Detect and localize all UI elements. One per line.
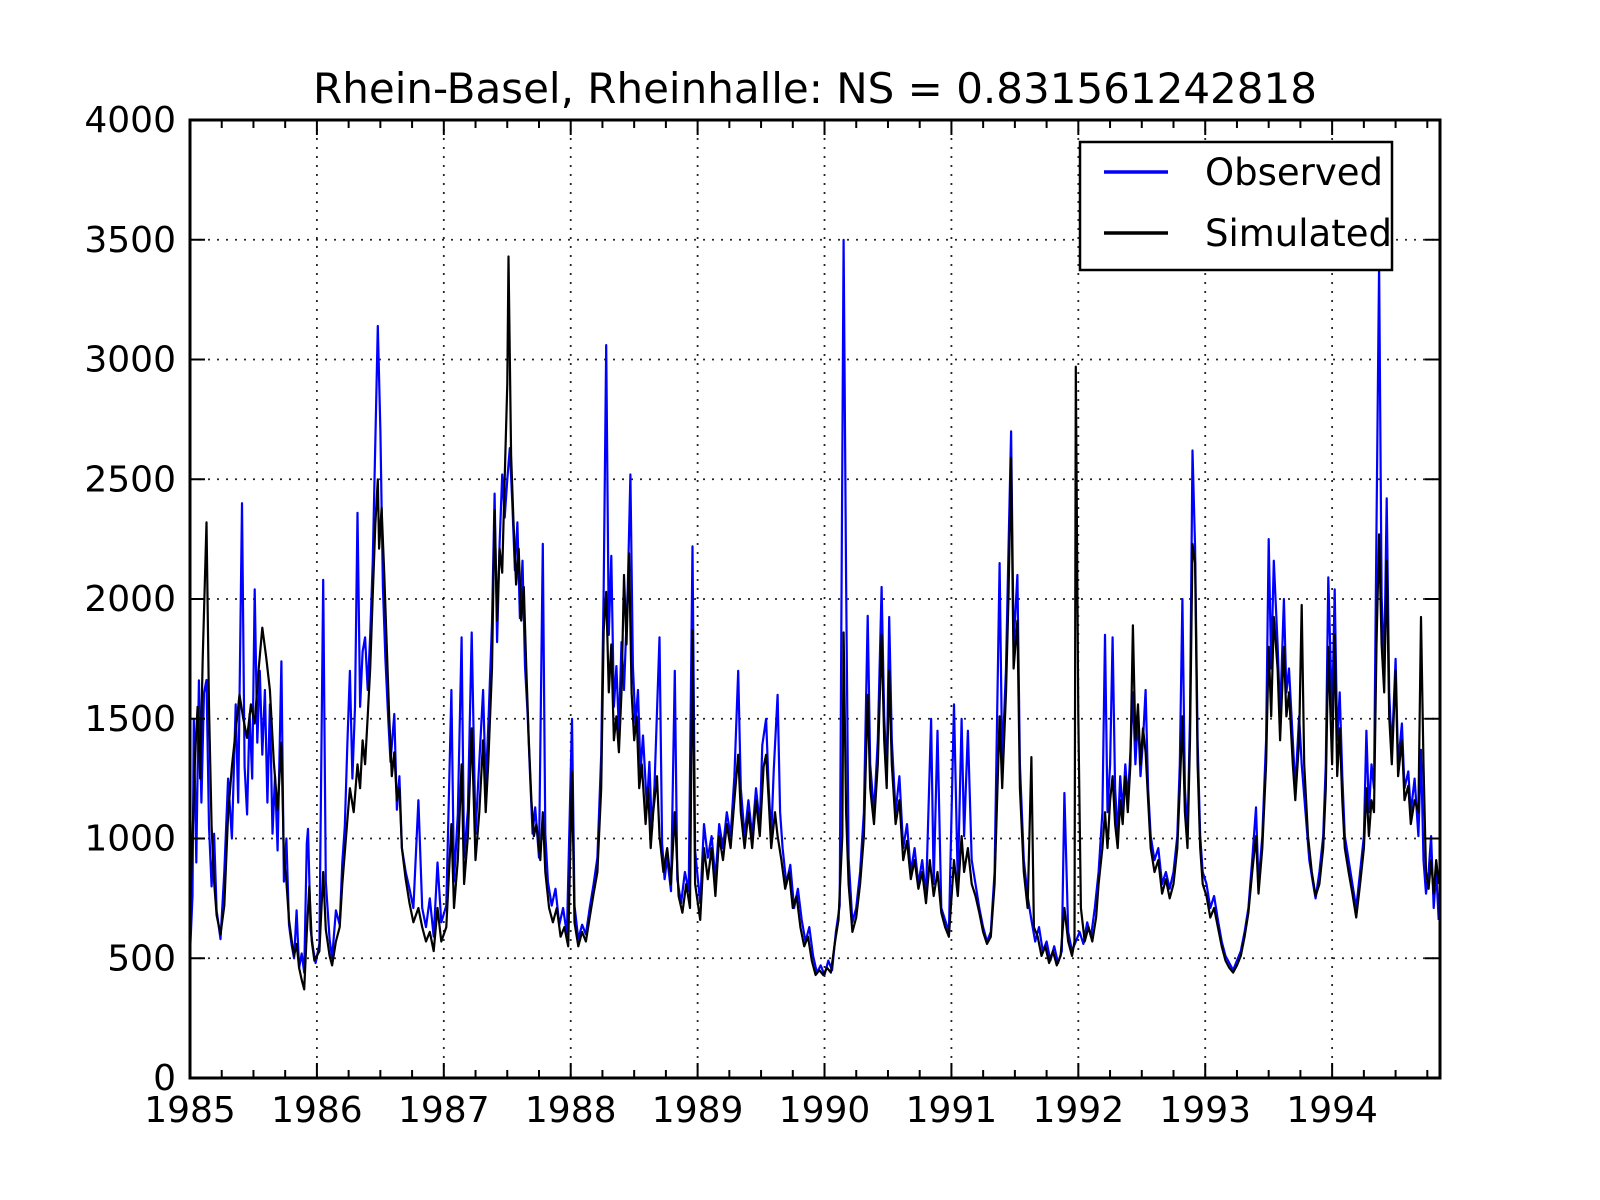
x-tick-label: 1991 bbox=[906, 1090, 998, 1131]
legend-box bbox=[1078, 140, 1394, 272]
x-tick-label: 1989 bbox=[652, 1090, 744, 1131]
y-tick-label: 500 bbox=[107, 938, 176, 979]
y-tick-label: 0 bbox=[153, 1058, 176, 1099]
axis-ticks bbox=[189, 119, 1440, 1079]
x-tick-label: 1990 bbox=[779, 1090, 871, 1131]
simulated-line bbox=[188, 255, 1440, 991]
y-tick-label: 4000 bbox=[84, 100, 176, 141]
x-tick-label: 1987 bbox=[398, 1090, 490, 1131]
legend: Observed Simulated bbox=[1078, 140, 1394, 272]
x-tick-labels: 1985 1986 1987 1988 1989 1990 1991 1992 1993 1994 bbox=[144, 1090, 1378, 1131]
x-tick-label: 1985 bbox=[144, 1090, 236, 1131]
y-tick-label: 2000 bbox=[84, 579, 176, 620]
y-tick-label: 3500 bbox=[84, 220, 176, 261]
y-tick-label: 3000 bbox=[84, 340, 176, 381]
x-tick-label: 1994 bbox=[1286, 1090, 1378, 1131]
chart-title: Rhein-Basel, Rheinhalle: NS = 0.83156124… bbox=[313, 64, 1317, 113]
y-tick-label: 1500 bbox=[84, 699, 176, 740]
y-tick-label: 2500 bbox=[84, 459, 176, 500]
y-tick-label: 1000 bbox=[84, 819, 176, 860]
x-tick-label: 1992 bbox=[1033, 1090, 1125, 1131]
x-tick-label: 1988 bbox=[525, 1090, 617, 1131]
data-series bbox=[188, 238, 1440, 991]
x-tick-label: 1993 bbox=[1159, 1090, 1251, 1131]
legend-observed-label: Observed bbox=[1205, 151, 1383, 194]
observed-line bbox=[188, 238, 1440, 977]
x-tick-label: 1986 bbox=[271, 1090, 363, 1131]
y-tick-labels: 0 500 1000 1500 2000 2500 3000 3500 4000 bbox=[84, 100, 176, 1099]
legend-simulated-label: Simulated bbox=[1205, 212, 1392, 255]
